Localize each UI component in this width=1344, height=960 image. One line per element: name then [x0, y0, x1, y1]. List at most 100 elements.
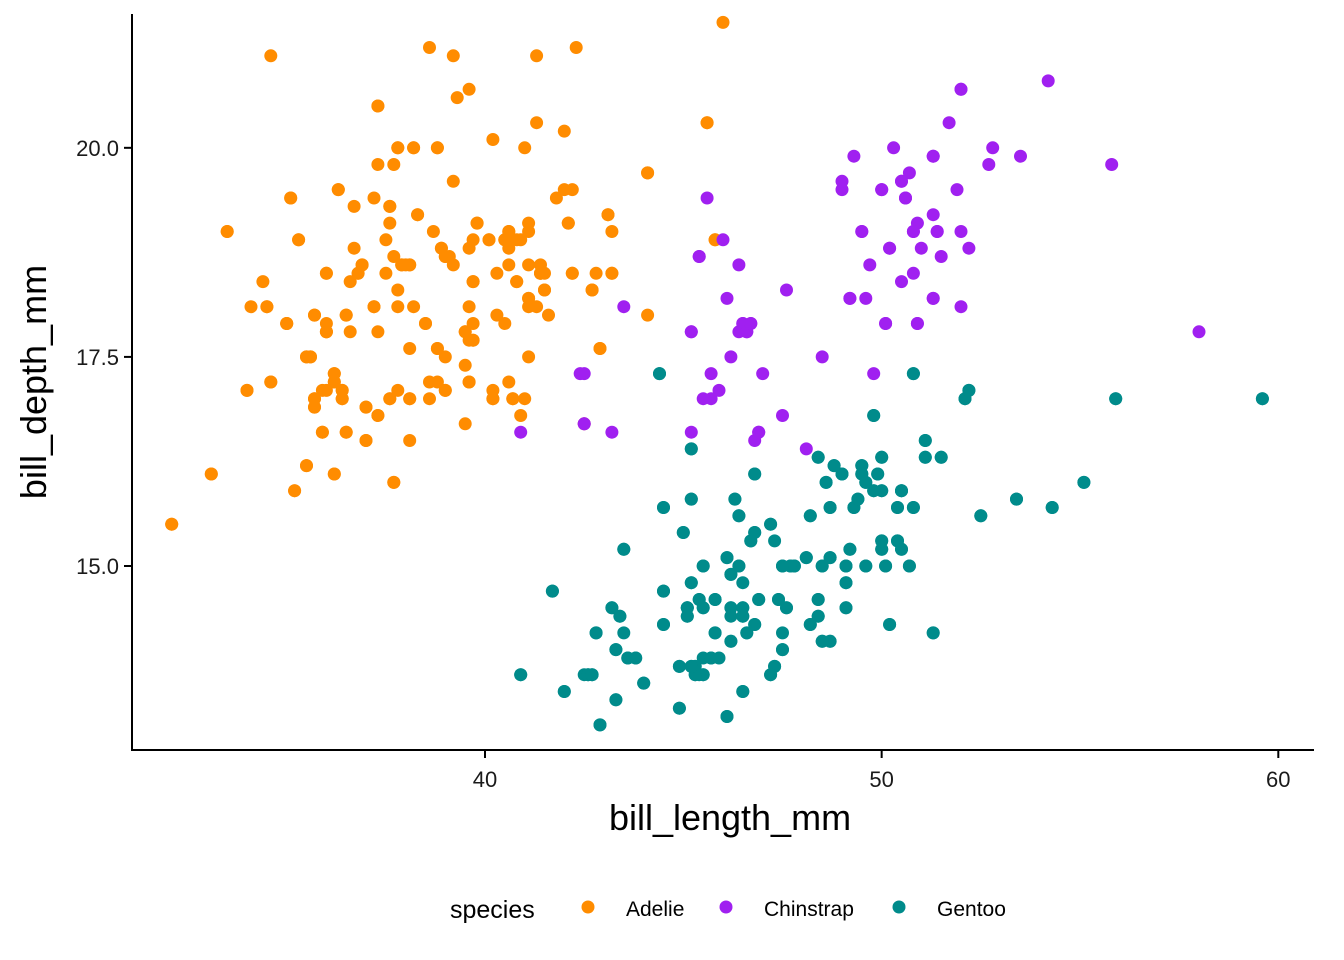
point-adelie-87 — [371, 158, 385, 171]
point-gentoo-238 — [891, 501, 904, 514]
point-chinstrap-58 — [954, 225, 968, 238]
point-adelie-66 — [490, 308, 504, 322]
point-gentoo-135 — [843, 542, 857, 556]
point-adelie-7 — [264, 49, 278, 63]
point-gentoo-161 — [859, 559, 873, 573]
point-gentoo-217 — [918, 434, 932, 447]
point-gentoo-192 — [732, 559, 746, 573]
x-tick-label-1: 50 — [869, 767, 893, 792]
point-chinstrap-11 — [704, 367, 718, 381]
point-gentoo-187 — [902, 559, 916, 573]
point-adelie-218 — [438, 250, 452, 263]
point-gentoo-223 — [748, 467, 762, 481]
point-adelie-4 — [244, 300, 258, 314]
point-adelie-213 — [486, 383, 500, 397]
point-gentoo-196 — [684, 659, 698, 673]
point-chinstrap-13 — [712, 383, 726, 397]
point-adelie-150 — [367, 191, 381, 205]
point-chinstrap-30 — [835, 174, 849, 188]
point-gentoo-158 — [585, 668, 599, 682]
point-chinstrap-72 — [875, 183, 889, 197]
point-adelie-130 — [502, 241, 516, 255]
point-gentoo-208 — [776, 559, 789, 573]
point-chinstrap-80 — [577, 417, 591, 431]
point-gentoo-226 — [609, 643, 623, 657]
series-gentoo — [514, 367, 1269, 732]
point-adelie-122 — [569, 41, 583, 54]
point-adelie-187 — [462, 82, 476, 96]
point-adelie-53 — [426, 225, 440, 238]
point-adelie-204 — [601, 208, 615, 222]
point-adelie-178 — [466, 233, 480, 247]
point-adelie-112 — [383, 199, 397, 213]
point-adelie-182 — [605, 225, 619, 238]
point-chinstrap-0 — [514, 425, 528, 439]
legend-title: species — [450, 896, 535, 924]
point-chinstrap-40 — [887, 141, 901, 155]
point-adelie-158 — [530, 116, 544, 130]
point-adelie-165 — [240, 383, 254, 397]
point-gentoo-194 — [776, 626, 789, 640]
y-tick-label-0: 15.0 — [76, 554, 119, 579]
point-gentoo-236 — [764, 668, 778, 682]
point-adelie-60 — [458, 358, 472, 372]
point-adelie-131 — [339, 425, 353, 439]
point-gentoo-224 — [545, 584, 559, 598]
point-chinstrap-64 — [1041, 74, 1055, 88]
x-tick-label-2: 60 — [1266, 767, 1290, 792]
point-chinstrap-41 — [895, 275, 908, 289]
point-gentoo-202 — [672, 659, 686, 673]
point-gentoo-174 — [629, 651, 643, 665]
point-gentoo-151 — [1255, 392, 1269, 406]
point-gentoo-175 — [696, 559, 710, 573]
point-adelie-159 — [331, 183, 345, 197]
point-adelie-216 — [506, 392, 520, 406]
point-adelie-181 — [403, 392, 417, 406]
point-adelie-145 — [462, 375, 476, 389]
point-gentoo-134 — [557, 685, 571, 698]
point-gentoo-149 — [589, 626, 603, 640]
point-adelie-151 — [327, 467, 341, 481]
point-gentoo-214 — [851, 492, 865, 506]
point-gentoo-231 — [934, 450, 948, 464]
point-adelie-40 — [379, 233, 393, 247]
point-adelie-173 — [280, 317, 294, 330]
point-chinstrap-74 — [906, 225, 920, 238]
point-chinstrap-27 — [799, 442, 813, 456]
y-tick-label-2: 20.0 — [76, 136, 119, 161]
point-adelie-106 — [458, 325, 472, 339]
point-adelie-220 — [343, 275, 357, 289]
point-adelie-209 — [304, 350, 317, 364]
point-chinstrap-36 — [867, 367, 881, 381]
point-adelie-166 — [462, 300, 476, 314]
point-chinstrap-32 — [847, 149, 861, 163]
point-chinstrap-61 — [982, 158, 996, 171]
point-gentoo-180 — [704, 651, 718, 665]
point-adelie-59 — [450, 91, 464, 105]
legend-key-chinstrap — [719, 900, 733, 914]
point-chinstrap-81 — [684, 325, 698, 339]
point-adelie-177 — [395, 258, 409, 272]
point-adelie-217 — [371, 409, 385, 422]
point-chinstrap-17 — [732, 258, 746, 272]
point-adelie-200 — [538, 283, 551, 297]
point-chinstrap-84 — [954, 82, 968, 96]
point-gentoo-230 — [617, 542, 631, 556]
point-gentoo-198 — [839, 601, 853, 615]
point-adelie-135 — [383, 392, 397, 406]
point-gentoo-205 — [926, 626, 940, 640]
point-adelie-161 — [411, 208, 425, 222]
point-gentoo-137 — [823, 551, 837, 565]
point-gentoo-182 — [708, 626, 722, 640]
point-chinstrap-12 — [704, 392, 718, 406]
point-adelie-86 — [716, 15, 730, 29]
point-adelie-180 — [407, 141, 421, 155]
point-chinstrap-56 — [950, 183, 964, 197]
point-gentoo-184 — [724, 609, 738, 623]
point-adelie-101 — [498, 317, 512, 330]
point-chinstrap-78 — [926, 291, 940, 305]
point-chinstrap-44 — [902, 166, 916, 180]
point-adelie-42 — [387, 250, 401, 263]
point-adelie-211 — [359, 434, 373, 447]
point-adelie-199 — [430, 342, 444, 355]
